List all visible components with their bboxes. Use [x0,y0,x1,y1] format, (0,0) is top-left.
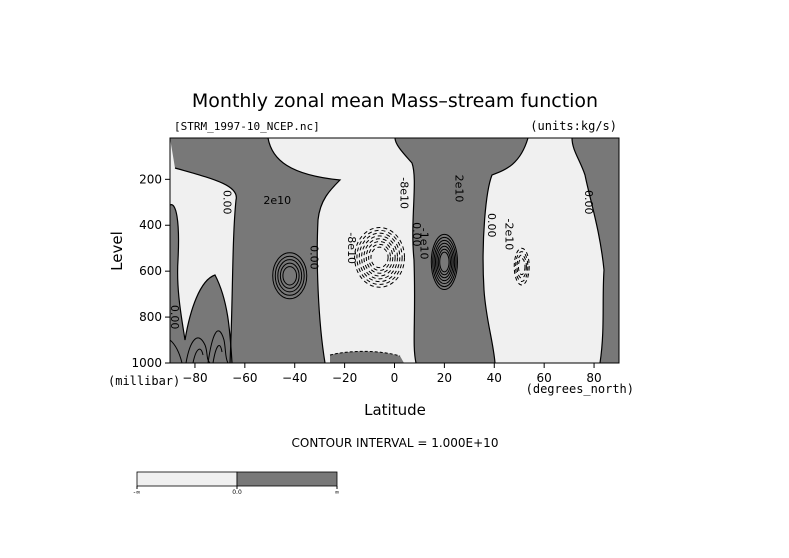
contour-label: -1e10 [417,228,430,260]
positive-contour [433,239,456,285]
zero-contour-tropics-west [394,138,417,363]
positive-contour [439,251,450,273]
contour-label: -2e10 [502,219,515,251]
y-axis-title: Level [108,231,126,271]
chart-subtitle-left: [STRM_1997-10_NCEP.nc] [174,120,320,133]
chart-subtitle-right: (units:kg/s) [530,119,617,133]
contour-label: 0.00 [168,305,181,330]
contour-interval-text: CONTOUR INTERVAL = 1.000E+10 [292,436,499,450]
x-axis-title: Latitude [364,401,426,419]
positive-contour [432,236,457,288]
negative-contour [368,243,391,271]
negative-contour [516,254,527,279]
negative-contour [354,227,405,288]
x-tick-label: 0 [391,371,399,385]
zero-contour-sh-ferrel-west [174,167,237,363]
colorbar-negative-box [136,471,238,487]
filled-regions [170,138,619,363]
positive-region-north-polar [572,138,619,363]
negative-contour [361,235,398,280]
contour-label: 2e10 [452,175,465,203]
colorbar-label-zero: 0.0 [232,489,242,496]
positive-contour [435,242,454,282]
zero-contour-tropics-east [482,138,529,363]
positive-contour [274,255,305,296]
positive-region-south-pole [170,204,232,363]
positive-contour [272,252,308,300]
contour-label: 0.00 [410,222,423,247]
x-tick-label: 60 [537,371,552,385]
contour-label: 2e10 [263,194,291,207]
x-tick-label: −40 [282,371,307,385]
x-tick-label: 40 [487,371,502,385]
x-tick-label: −80 [182,371,207,385]
contour-label: 0.00 [485,213,498,238]
negative-contour [365,241,394,274]
positive-region-surface [330,351,404,363]
y-tick-label: 600 [139,264,162,278]
x-tick-label: 80 [586,371,601,385]
x-unit-label: (degrees_north) [526,382,634,396]
zero-contour-sh-ferrel [267,138,342,363]
x-axis-ticks: −80 −60 −40 −20 0 20 40 60 80 [182,363,602,385]
negative-contour [370,246,389,269]
positive-contour [436,245,453,279]
x-tick-label: 20 [437,371,452,385]
contour-label: -8e10 [397,177,410,209]
contour-label: 0.00 [582,190,595,215]
contour-lines [170,138,605,363]
colorbar-label-neg-inf: -∞ [133,489,140,496]
negative-contour [517,258,526,276]
contour-label: -8e10 [345,232,358,264]
contour-label: 0.00 [220,190,233,215]
x-tick-label: −60 [232,371,257,385]
negative-contour [356,229,403,285]
chart-title: Monthly zonal mean Mass–stream function [192,90,598,112]
y-tick-label: 400 [139,218,162,232]
colorbar: -∞ 0.0 ∞ [133,471,340,496]
negative-contour [515,251,529,282]
negative-contour [358,232,401,283]
positive-contour [282,266,298,286]
y-axis-ticks: 200 400 600 800 1000 [131,172,170,370]
positive-contour [279,262,300,289]
y-tick-label: 200 [139,172,162,186]
positive-region-sh-ferrel [170,138,340,363]
cell-contour-group [272,227,530,300]
contour-label: 0.00 [308,245,321,270]
polar-small-contours [170,330,229,363]
colorbar-positive-box [236,471,338,487]
y-tick-label: 800 [139,310,162,324]
colorbar-label-pos-inf: ∞ [335,489,340,496]
y-tick-label: 1000 [131,356,162,370]
positive-contour [430,233,458,291]
zero-contour-north-polar [571,138,605,363]
positive-contour [277,259,303,293]
surface-contour [329,350,401,357]
zero-contour-south-pole [170,204,233,363]
y-unit-label: (millibar) [108,374,180,388]
negative-contour [363,238,396,277]
positive-contour [437,248,451,276]
negative-contour [513,247,530,286]
positive-region-tropics [395,138,528,363]
x-tick-label: −20 [332,371,357,385]
